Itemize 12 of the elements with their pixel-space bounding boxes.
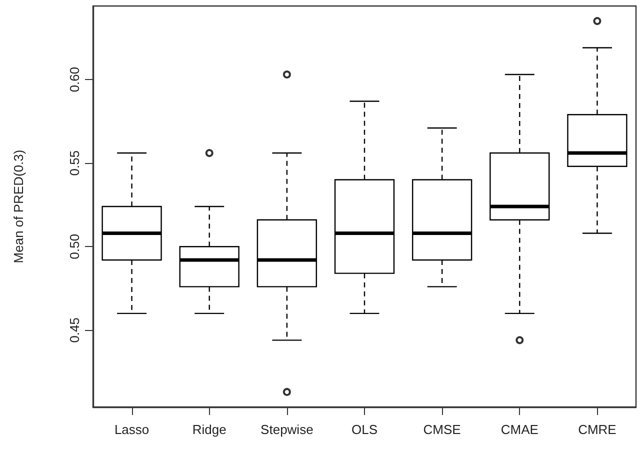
x-tick-label: Ridge <box>192 422 226 437</box>
x-tick-label: OLS <box>351 422 378 437</box>
y-axis-title: Mean of PRED(0.3) <box>11 150 26 264</box>
x-tick-label: Stepwise <box>260 422 314 437</box>
x-tick-label: CMSE <box>423 422 462 437</box>
y-tick-label: 0.50 <box>67 234 82 260</box>
x-tick-label: Lasso <box>114 422 150 437</box>
x-tick-label: CMRE <box>578 422 617 437</box>
y-tick-label: 0.60 <box>67 66 82 92</box>
x-tick-label: CMAE <box>500 422 539 437</box>
y-tick-label: 0.45 <box>67 317 82 343</box>
y-tick-label: 0.55 <box>67 150 82 176</box>
